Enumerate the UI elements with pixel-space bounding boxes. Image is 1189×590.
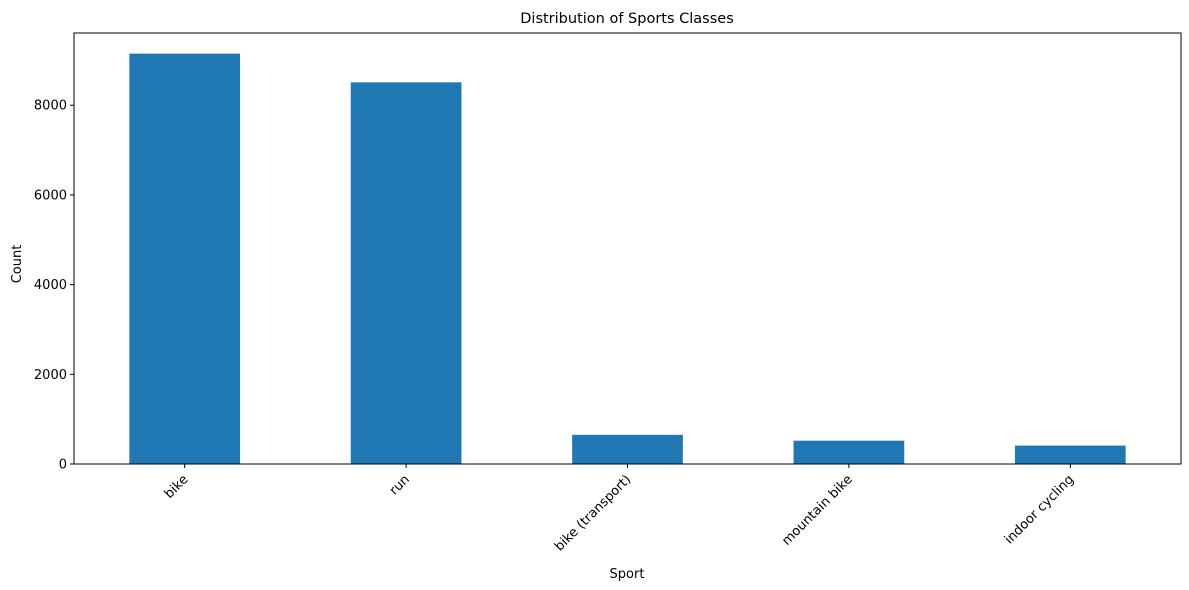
y-axis-label: Count [10,245,25,284]
y-tick-label: 2000 [34,368,67,383]
x-axis-label: Sport [610,567,645,582]
bar-run [350,82,462,464]
y-tick-label: 0 [59,458,67,473]
bar-bike-transport [572,434,683,464]
bar-indoor-cycling [1014,445,1126,464]
y-tick-label: 8000 [34,99,67,114]
x-tick-label: mountain bike [779,472,855,548]
x-tick-label: indoor cycling [1002,472,1077,547]
chart-title: Distribution of Sports Classes [520,11,734,27]
bar-mountain-bike [793,440,905,464]
y-tick-label: 6000 [34,188,67,203]
x-tick-label: run [387,472,413,498]
y-tick-label: 4000 [34,278,67,293]
plot-area: 0 2000 4000 6000 8000 bike run bike (transport)… [34,32,1182,554]
x-tick-label: bike [162,472,192,502]
bar-bike [129,53,241,464]
x-tick-label: bike (transport) [552,472,634,554]
